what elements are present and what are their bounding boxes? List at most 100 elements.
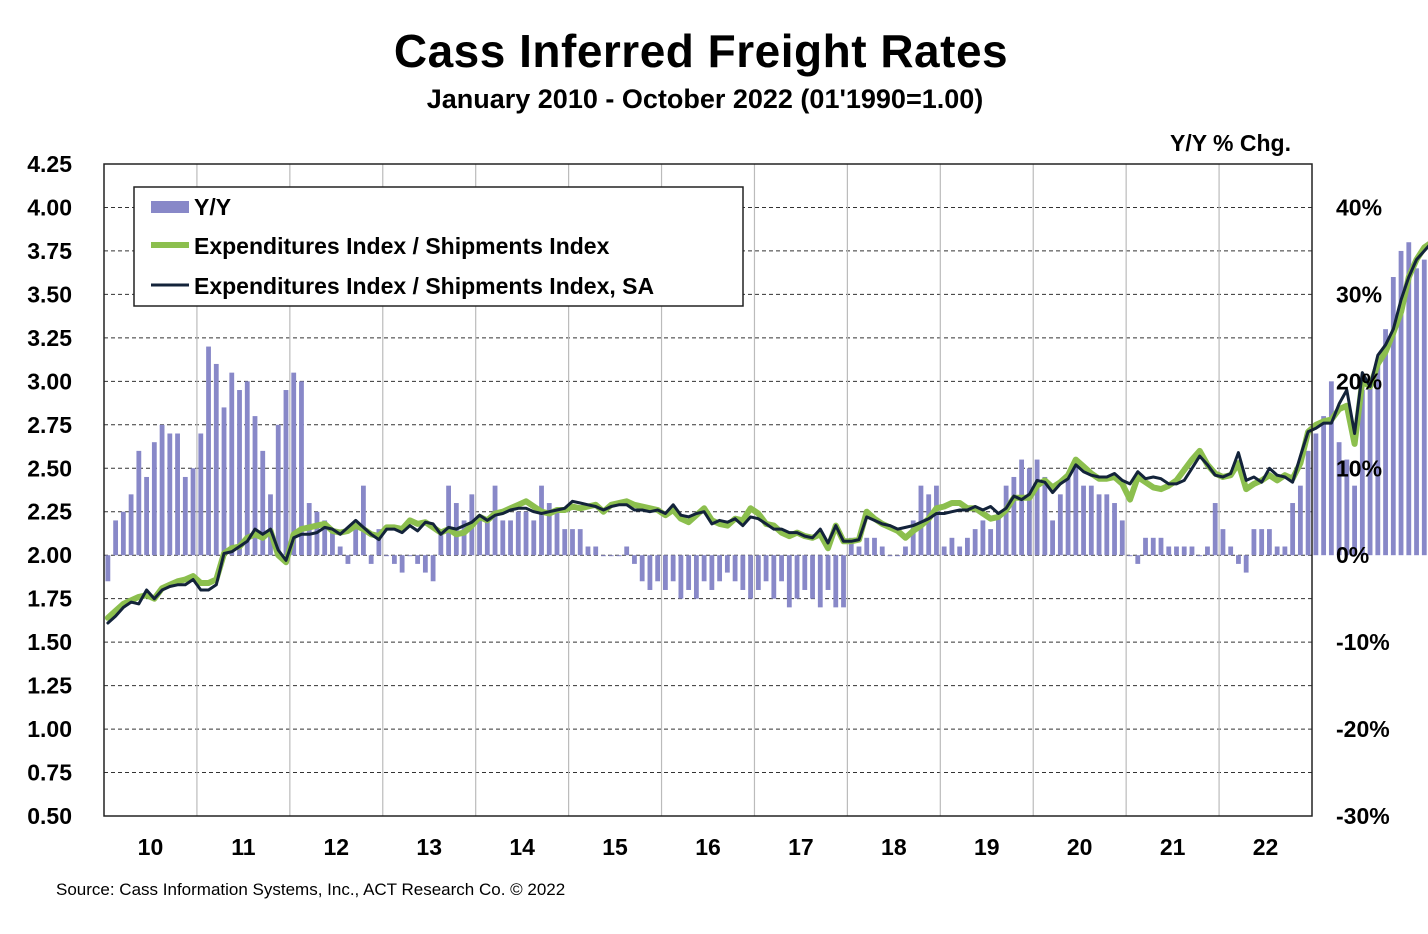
yy-bar <box>1065 476 1071 556</box>
y-right-tick-label: -10% <box>1336 629 1390 655</box>
yy-bar <box>1174 546 1179 556</box>
yy-bar <box>903 546 908 556</box>
chart-subtitle: January 2010 - October 2022 (01'1990=1.0… <box>426 84 984 114</box>
yy-bar <box>957 546 963 556</box>
y-right-tick-label: 0% <box>1336 542 1369 568</box>
yy-bar <box>446 485 451 556</box>
yy-bar <box>1313 433 1319 556</box>
y-left-tick-label: 1.50 <box>27 629 72 655</box>
yy-bar <box>1143 537 1148 556</box>
yy-bar <box>1267 529 1272 556</box>
yy-bar <box>1019 459 1025 556</box>
yy-bar <box>500 520 506 556</box>
yy-bar <box>593 546 599 556</box>
yy-bar <box>1228 546 1234 556</box>
x-tick-label: 20 <box>1067 834 1093 860</box>
yy-bar <box>1328 381 1334 556</box>
yy-bar <box>934 485 939 556</box>
right-axis-ticks: 40% 30% 20% 10% 0% -10% -20% -30% <box>1336 194 1390 829</box>
yy-bar <box>848 537 854 556</box>
yy-bar <box>786 555 792 608</box>
yy-bar <box>678 555 684 599</box>
yy-bar <box>995 511 1001 556</box>
yy-bar <box>1088 485 1094 556</box>
y-right-tick-label: 10% <box>1336 455 1382 481</box>
yy-bar <box>802 555 808 590</box>
x-tick-label: 19 <box>974 834 1000 860</box>
yy-bar <box>1135 555 1141 564</box>
yy-bar <box>585 546 591 556</box>
legend-box <box>133 186 744 307</box>
y-left-tick-label: 4.25 <box>27 151 72 177</box>
yy-bar <box>1259 529 1265 556</box>
yy-bar <box>252 416 258 556</box>
yy-bar <box>275 424 281 556</box>
yy-bar <box>1406 242 1412 556</box>
yy-bar <box>709 555 715 590</box>
y-left-tick-label: 1.75 <box>27 586 72 612</box>
x-axis-ticks: 10 11 12 13 14 15 16 17 18 19 20 21 22 <box>138 834 1279 860</box>
yy-bar <box>988 529 994 556</box>
y-left-tick-label: 3.25 <box>27 325 72 351</box>
yy-bar <box>1197 555 1203 557</box>
yy-bar <box>1383 329 1388 556</box>
yy-bar <box>399 555 405 573</box>
y-left-tick-label: 2.00 <box>27 542 72 568</box>
yy-bar <box>384 555 390 557</box>
yy-bar <box>663 555 668 590</box>
y-left-tick-label: 4.00 <box>27 194 72 220</box>
yy-bar <box>368 555 374 564</box>
yy-bar <box>748 555 753 599</box>
yy-bar <box>1050 520 1055 556</box>
yy-bar <box>670 555 676 582</box>
yy-bar <box>1026 468 1032 556</box>
yy-bar <box>895 555 901 557</box>
yy-bar <box>601 555 606 557</box>
yy-bar <box>655 555 661 582</box>
yy-bar <box>1166 546 1172 556</box>
yy-bar <box>438 529 444 556</box>
yy-bar <box>763 555 769 582</box>
x-tick-label: 15 <box>602 834 628 860</box>
x-tick-label: 12 <box>324 834 350 860</box>
source-note: Source: Cass Information Systems, Inc., … <box>56 880 566 899</box>
yy-bar <box>1336 442 1342 556</box>
yy-bar <box>120 511 126 556</box>
yy-bar <box>554 511 560 556</box>
x-tick-label: 10 <box>138 834 164 860</box>
yy-bar <box>237 390 242 556</box>
yy-bar <box>980 520 986 556</box>
yy-bar <box>1321 416 1327 556</box>
x-tick-label: 13 <box>416 834 442 860</box>
yy-bar <box>361 485 366 556</box>
yy-bar <box>523 511 529 556</box>
yy-bar <box>113 520 119 556</box>
yy-bar <box>872 537 877 556</box>
yy-bar <box>159 424 165 556</box>
yy-bar <box>887 555 893 557</box>
yy-bar <box>128 494 134 556</box>
yy-bar <box>856 546 862 556</box>
yy-bar <box>1359 390 1365 556</box>
y-left-tick-label: 3.75 <box>27 238 72 264</box>
yy-bar <box>422 555 428 573</box>
yy-bar <box>841 555 846 608</box>
yy-bar <box>1127 555 1133 557</box>
yy-bar <box>926 494 932 556</box>
yy-bar <box>353 529 359 556</box>
yy-bar <box>1367 381 1373 556</box>
y-right-tick-label: -20% <box>1336 716 1390 742</box>
yy-bar <box>345 555 351 564</box>
yy-bar <box>144 476 149 556</box>
yy-bar <box>1104 494 1110 556</box>
yy-bar <box>1290 503 1296 556</box>
y-left-tick-label: 3.50 <box>27 281 72 307</box>
yy-bar <box>105 555 111 582</box>
yy-bar <box>151 442 157 556</box>
x-tick-label: 16 <box>695 834 721 860</box>
x-tick-label: 18 <box>881 834 907 860</box>
yy-bar <box>1081 485 1086 556</box>
sa-line <box>106 244 1428 625</box>
yy-bar <box>632 555 637 564</box>
yy-bar <box>732 555 738 582</box>
